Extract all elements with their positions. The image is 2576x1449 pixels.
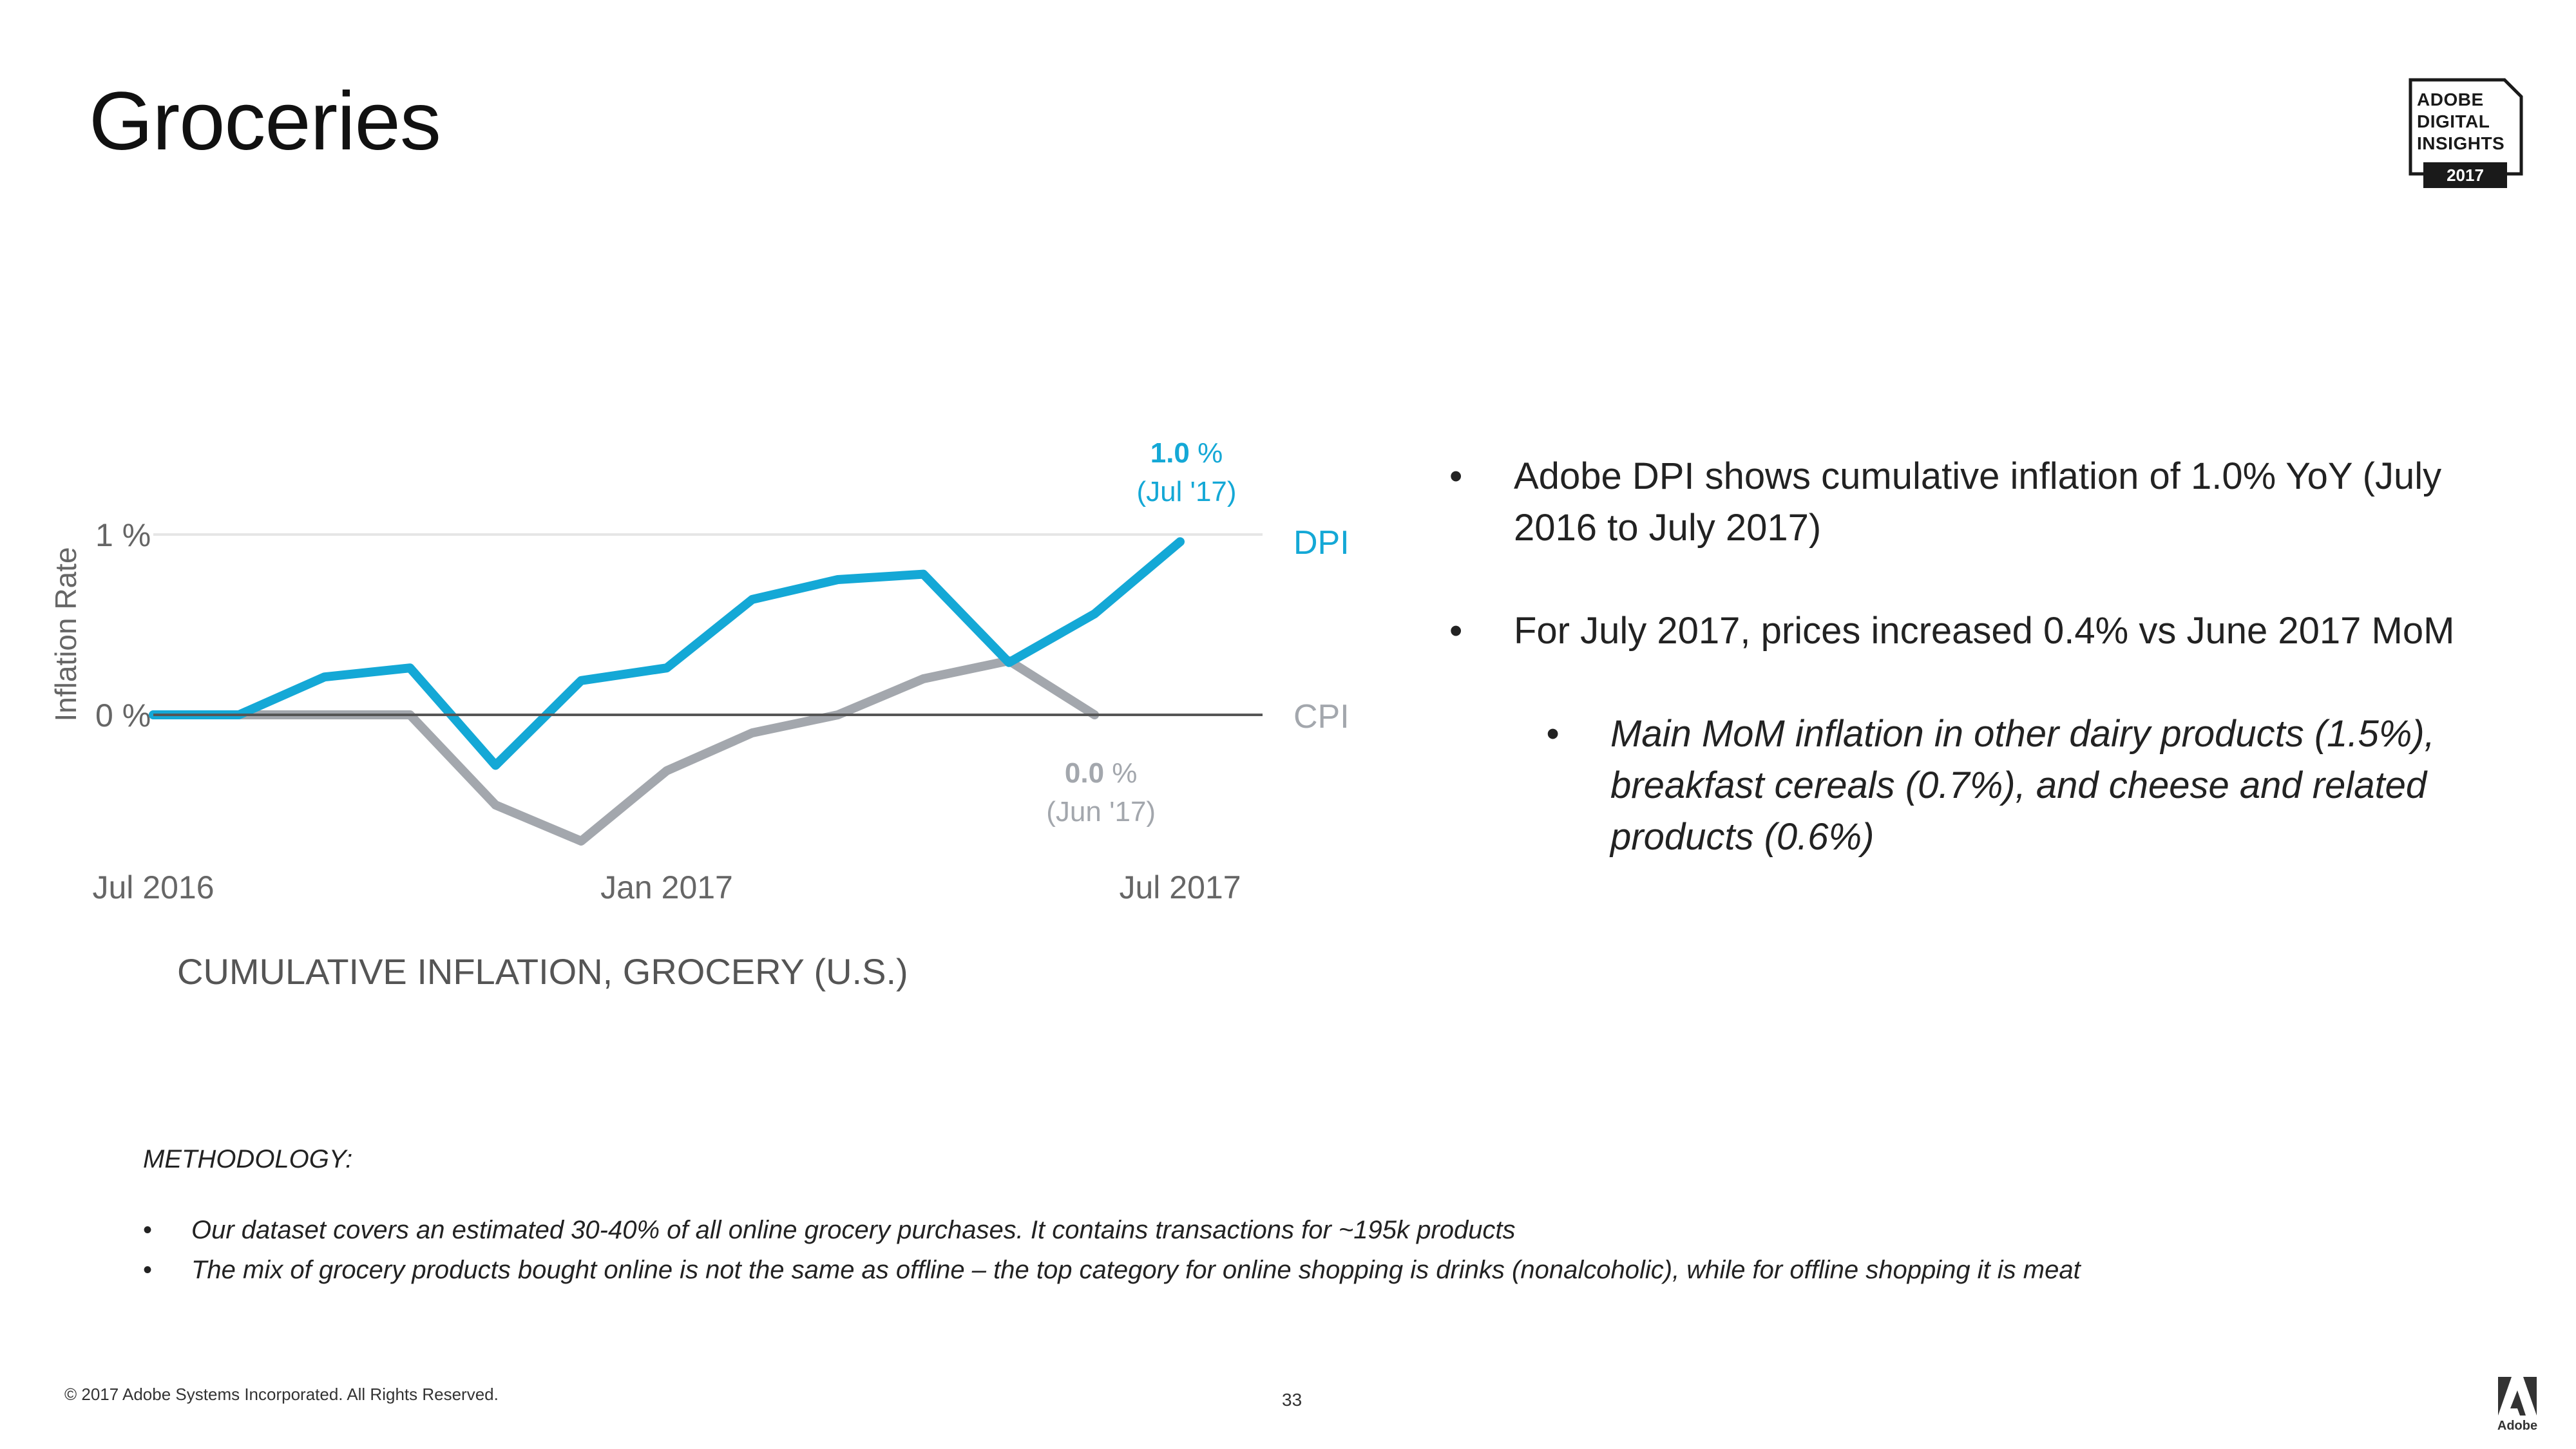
key-findings-list: • Adobe DPI shows cumulative inflation o…: [1449, 451, 2493, 914]
methodology-section: METHODOLOGY: • Our dataset covers an est…: [143, 1145, 2462, 1290]
badge-line-3: INSIGHTS: [2417, 133, 2505, 153]
y-tick-label: 0 %: [95, 697, 151, 734]
data-annotation-date-cpi: (Jun '17): [1046, 796, 1156, 828]
methodology-item: • Our dataset covers an estimated 30-40%…: [143, 1210, 2462, 1250]
badge-line-1: ADOBE: [2417, 90, 2484, 109]
data-annotation-date-dpi: (Jul '17): [1136, 476, 1236, 507]
bullet-dpi-yoy: • Adobe DPI shows cumulative inflation o…: [1449, 451, 2493, 554]
methodology-heading: METHODOLOGY:: [143, 1145, 353, 1173]
badge-year: 2017: [2423, 162, 2507, 188]
copyright-text: © 2017 Adobe Systems Incorporated. All R…: [64, 1385, 499, 1404]
data-annotation-value-cpi: 0.0 %: [1065, 757, 1138, 789]
y-tick-label: 1 %: [95, 517, 151, 553]
bullet-dot: •: [1449, 610, 1463, 652]
x-tick-label: Jul 2017: [1119, 869, 1241, 905]
sub-bullet-categories: • Main MoM inflation in other dairy prod…: [1546, 708, 2493, 863]
bullet-mom: • For July 2017, prices increased 0.4% v…: [1449, 605, 2493, 657]
chart-title: CUMULATIVE INFLATION, GROCERY (U.S.): [177, 951, 908, 992]
badge-frame: [2409, 78, 2523, 176]
adobe-logo: Adobe: [2496, 1375, 2539, 1439]
inflation-chart: 1 % 0 % Inflation Rate DPI CPI Jul 2016 Jan 20…: [0, 412, 1385, 1030]
page-number: 33: [1282, 1390, 1302, 1410]
adobe-logo-icon: [2498, 1377, 2537, 1416]
y-axis-label: Inflation Rate: [49, 547, 82, 721]
methodology-item: • The mix of grocery products bought onl…: [143, 1250, 2462, 1290]
methodology-item-text: Our dataset covers an estimated 30-40% o…: [191, 1216, 1516, 1244]
adobe-logo-word: Adobe: [2497, 1419, 2538, 1433]
bullet-text: Adobe DPI shows cumulative inflation of …: [1514, 455, 2442, 549]
bullet-dot: •: [1546, 713, 1560, 755]
x-tick-label: Jul 2016: [92, 869, 214, 905]
inflation-chart-svg: 1 % 0 % Inflation Rate DPI CPI Jul 2016 Jan 20…: [49, 437, 1350, 992]
bullet-text: For July 2017, prices increased 0.4% vs …: [1514, 610, 2455, 652]
bullet-dot: •: [1449, 455, 1463, 497]
adobe-digital-insights-badge: ADOBE DIGITAL INSIGHTS 2017: [2408, 77, 2524, 190]
data-annotation-value-dpi: 1.0 %: [1150, 437, 1223, 469]
x-tick-label: Jan 2017: [600, 869, 733, 905]
series-label-dpi: DPI: [1293, 524, 1350, 562]
badge-line-2: DIGITAL: [2417, 111, 2490, 131]
series-line-dpi: [149, 537, 1185, 770]
badge-text: ADOBE DIGITAL INSIGHTS: [2417, 89, 2504, 155]
bullet-dot: •: [143, 1256, 153, 1284]
methodology-item-text: The mix of grocery products bought onlin…: [191, 1256, 2081, 1284]
bullet-dot: •: [143, 1216, 153, 1244]
page-title: Groceries: [89, 75, 441, 167]
series-label-cpi: CPI: [1293, 698, 1350, 735]
bullet-text: Main MoM inflation in other dairy produc…: [1610, 713, 2435, 858]
